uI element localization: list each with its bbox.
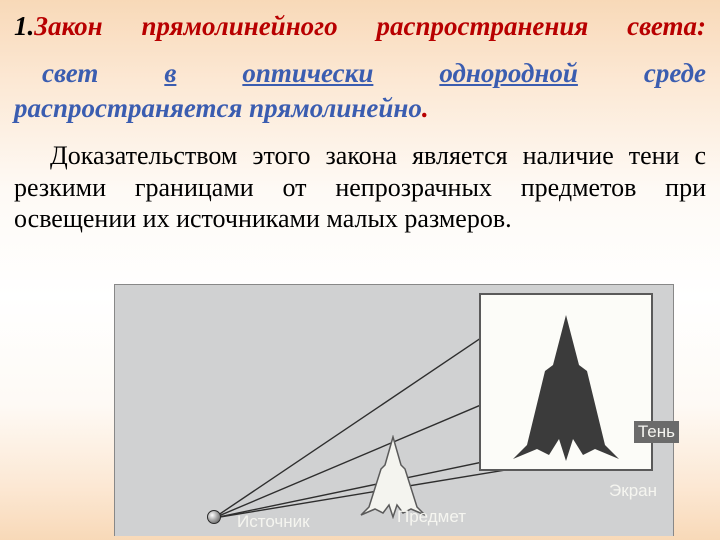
- title-colon: :: [697, 11, 706, 41]
- law-w4: однородной: [439, 58, 578, 88]
- screen-rect: [479, 293, 653, 471]
- law-statement: свет в оптически однородной среде распро…: [14, 56, 706, 126]
- source-dot-icon: [207, 510, 221, 524]
- label-source: Источник: [237, 512, 310, 532]
- law-w5: среде: [644, 58, 706, 88]
- law-w2: в: [164, 58, 176, 88]
- title-main: Закон прямолинейного распространения све…: [34, 11, 697, 41]
- law-w1: свет: [42, 58, 98, 88]
- diagram-panel: Тень Экран Предмет Источник: [114, 284, 674, 536]
- body-text-content: Доказательством этого закона является на…: [14, 141, 706, 233]
- law-line2: распространяется прямолинейно: [14, 93, 422, 123]
- slide-title: 1.Закон прямолинейного распространения с…: [14, 10, 706, 44]
- label-shadow: Тень: [634, 421, 679, 443]
- shadow-icon: [511, 313, 621, 463]
- label-screen: Экран: [609, 481, 657, 501]
- body-paragraph: Доказательством этого закона является на…: [14, 140, 706, 235]
- law-dot: .: [422, 93, 429, 123]
- label-object: Предмет: [397, 507, 466, 527]
- law-w3: оптически: [242, 58, 373, 88]
- title-prefix: 1.: [14, 11, 34, 41]
- source-point: [207, 510, 221, 524]
